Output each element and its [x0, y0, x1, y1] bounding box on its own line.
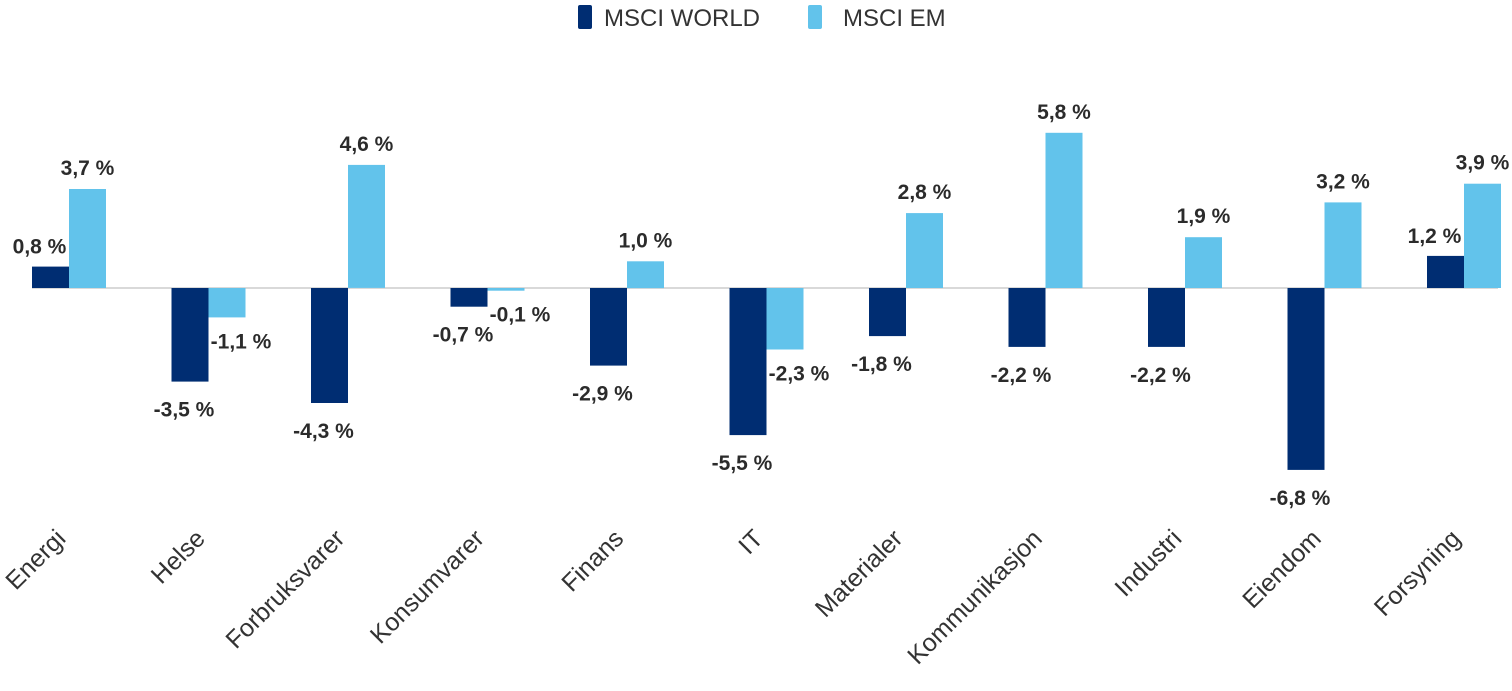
category-label-helse: Helse — [146, 524, 211, 589]
data-label-msci-em-helse: -1,1 % — [211, 330, 272, 353]
data-label-msci-world-forsyning: 1,2 % — [1408, 225, 1462, 248]
bar-msci-world-kommunikasjon — [1008, 288, 1046, 347]
category-label-kommunikasjon: Kommunikasjon — [902, 524, 1048, 670]
data-label-msci-world-forbruksvarer: -4,3 % — [293, 420, 354, 443]
data-label-msci-world-energi: 0,8 % — [13, 236, 67, 259]
bar-msci-em-eiendom — [1324, 202, 1362, 288]
bar-msci-em-konsumvarer — [487, 288, 525, 291]
data-label-msci-em-eiendom: 3,2 % — [1316, 170, 1370, 193]
bar-msci-world-industri — [1148, 288, 1185, 347]
legend-swatch-msci-em — [808, 5, 822, 29]
data-label-msci-world-finans: -2,9 % — [572, 383, 633, 406]
data-label-msci-em-forsyning: 3,9 % — [1456, 152, 1510, 175]
data-label-msci-world-kommunikasjon: -2,2 % — [991, 364, 1052, 387]
bar-msci-world-helse — [171, 288, 209, 382]
bar-msci-em-forsyning — [1464, 183, 1501, 288]
data-label-msci-world-industri: -2,2 % — [1130, 364, 1191, 387]
data-label-msci-em-it: -2,3 % — [769, 363, 830, 386]
bar-msci-world-forbruksvarer — [311, 288, 348, 403]
bar-msci-em-industri — [1185, 237, 1222, 288]
bar-msci-em-helse — [208, 288, 246, 318]
bar-msci-em-it — [766, 288, 804, 350]
legend: MSCI WORLD MSCI EM — [578, 5, 946, 32]
legend-swatch-msci-world — [578, 5, 592, 29]
data-label-msci-em-kommunikasjon: 5,8 % — [1037, 101, 1091, 124]
bar-msci-em-forbruksvarer — [348, 164, 385, 288]
category-label-energi: Energi — [0, 524, 71, 595]
category-label-industri: Industri — [1109, 524, 1187, 602]
bar-msci-world-it — [729, 288, 767, 436]
data-labels: 0,8 %3,7 %-3,5 %-1,1 %-4,3 %4,6 %-0,7 %-… — [13, 101, 1510, 510]
category-label-eiendom: Eiendom — [1237, 524, 1327, 614]
category-label-konsumvarer: Konsumvarer — [365, 524, 490, 649]
bar-msci-world-forsyning — [1427, 255, 1464, 288]
bar-msci-world-konsumvarer — [450, 288, 488, 307]
bar-msci-em-energi — [69, 189, 106, 288]
data-label-msci-world-helse: -3,5 % — [154, 399, 215, 422]
data-label-msci-world-it: -5,5 % — [712, 452, 773, 475]
data-label-msci-em-industri: 1,9 % — [1177, 205, 1231, 228]
bar-msci-world-eiendom — [1287, 288, 1325, 470]
data-label-msci-world-materialer: -1,8 % — [851, 353, 912, 376]
category-label-finans: Finans — [556, 524, 629, 597]
legend-label-msci-world: MSCI WORLD — [604, 5, 760, 32]
bar-msci-em-materialer — [906, 213, 943, 288]
data-label-msci-em-konsumvarer: -0,1 % — [490, 304, 551, 327]
category-label-materialer: Materialer — [810, 524, 908, 622]
category-labels: Energi Helse Forbruksvarer Konsumvarer Finan… — [0, 524, 1466, 670]
data-label-msci-em-materialer: 2,8 % — [898, 181, 952, 204]
category-label-it: IT — [733, 524, 769, 560]
data-label-msci-world-konsumvarer: -0,7 % — [433, 324, 494, 347]
category-label-forbruksvarer: Forbruksvarer — [220, 524, 350, 654]
bar-msci-world-materialer — [869, 288, 906, 337]
bar-msci-world-finans — [590, 288, 627, 366]
category-label-forsyning: Forsyning — [1369, 524, 1466, 621]
data-label-msci-em-energi: 3,7 % — [61, 157, 115, 180]
data-label-msci-em-forbruksvarer: 4,6 % — [340, 133, 394, 156]
data-label-msci-world-eiendom: -6,8 % — [1270, 487, 1331, 510]
bars — [32, 132, 1501, 470]
bar-msci-em-finans — [627, 261, 664, 289]
bar-msci-em-kommunikasjon — [1045, 132, 1083, 288]
legend-label-msci-em: MSCI EM — [843, 5, 946, 32]
data-label-msci-em-finans: 1,0 % — [619, 229, 673, 252]
bar-msci-world-energi — [32, 266, 69, 288]
